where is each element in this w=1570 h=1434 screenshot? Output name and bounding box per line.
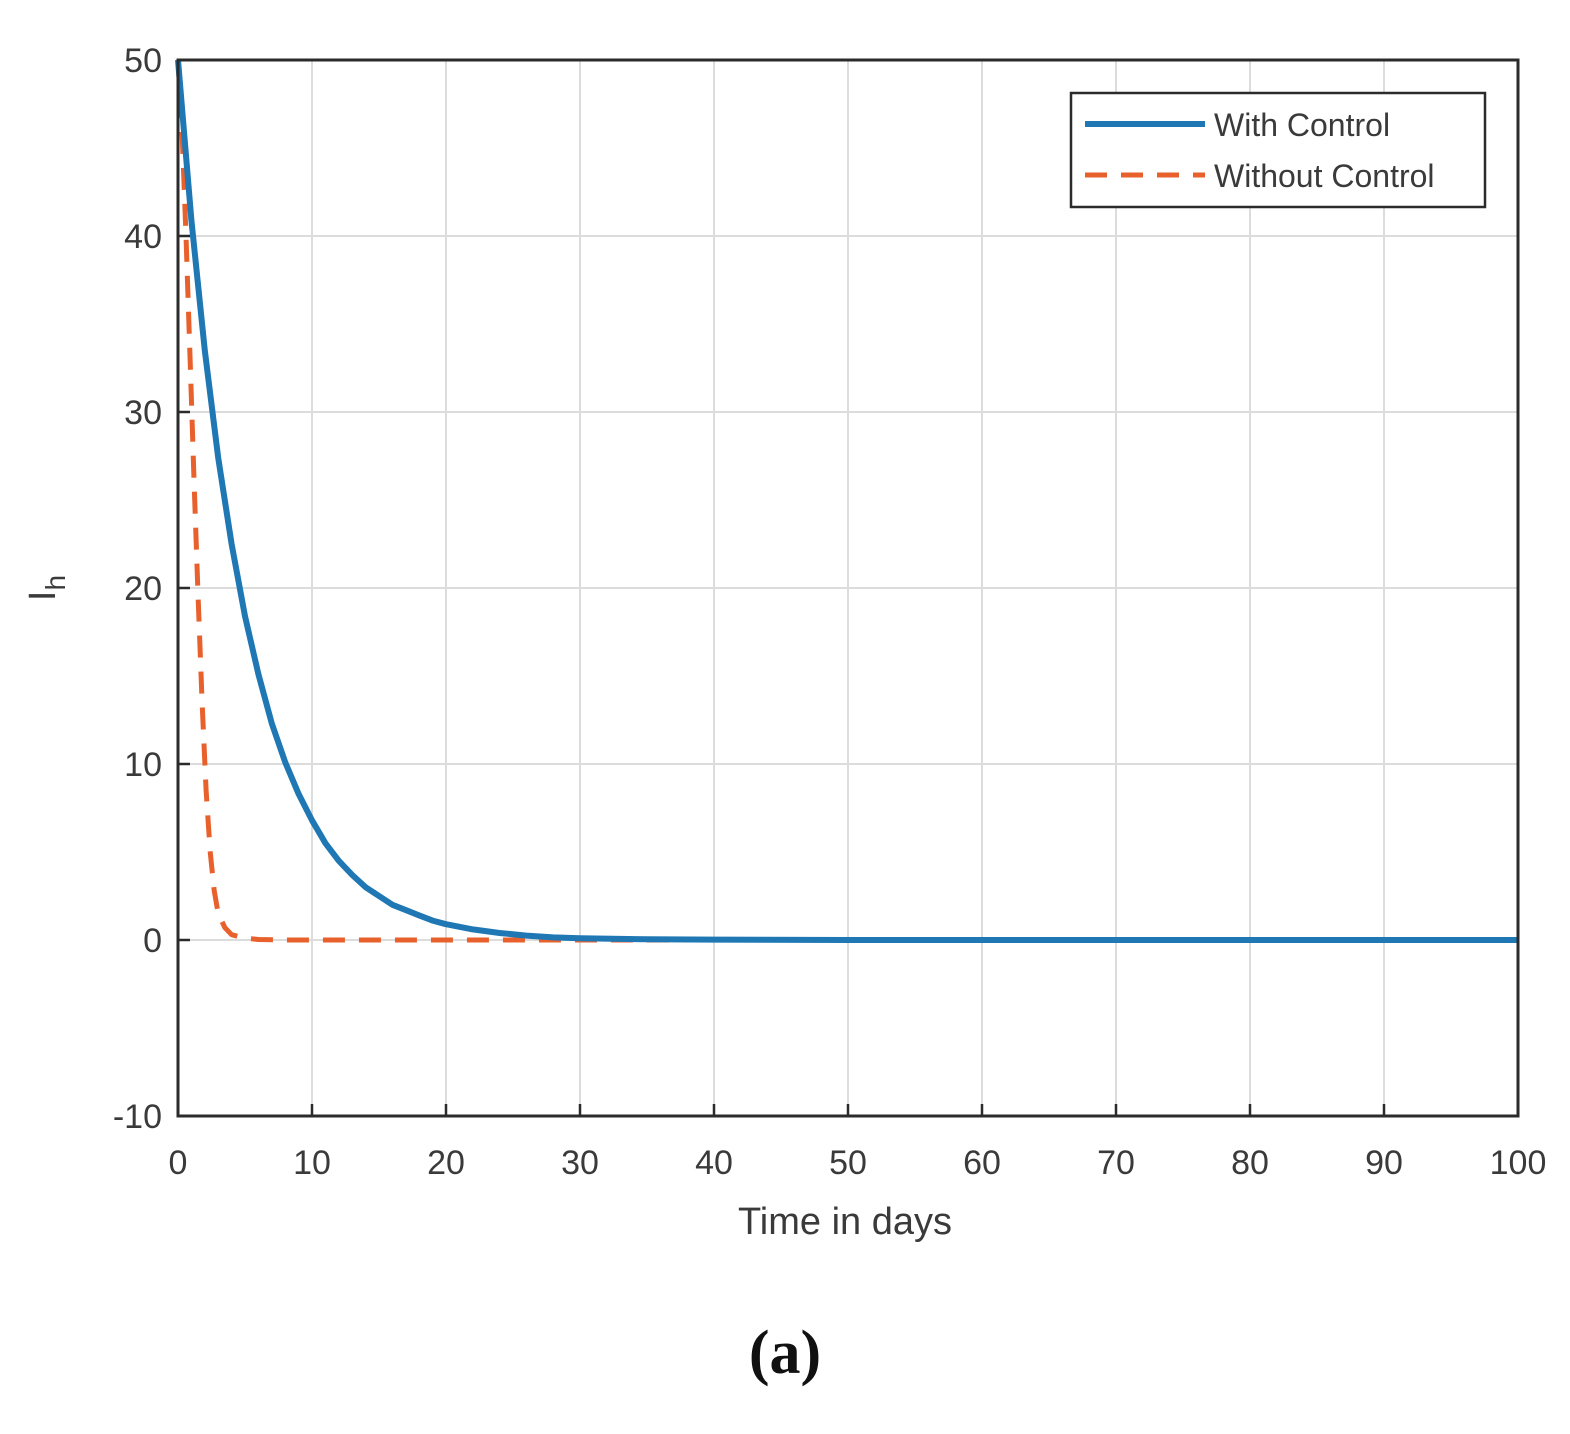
x-tick-labels: 0 10 20 30 40 50 60 70 80 90 100	[169, 1144, 1547, 1182]
x-tick-label: 100	[1490, 1144, 1547, 1182]
series-line-with-control	[175, 59, 1518, 943]
legend: With Control Without Control	[1069, 91, 1487, 209]
y-axis-label-subscript: h	[40, 575, 71, 591]
y-tick-labels: -10 0 10 20 30 40 50	[113, 42, 162, 1136]
y-axis-label: Ih	[22, 575, 71, 601]
x-tick-label: 0	[169, 1144, 188, 1182]
axis-ticks	[176, 58, 1520, 1118]
x-tick-label: 60	[963, 1144, 1001, 1182]
series-lines	[175, 59, 1518, 943]
x-tick-label: 20	[427, 1144, 465, 1182]
x-axis-label: Time in days	[738, 1201, 952, 1243]
y-tick-label: -10	[113, 1098, 162, 1136]
series-line-without-control	[175, 59, 1518, 943]
y-tick-label: 10	[124, 746, 162, 784]
y-tick-label: 0	[143, 922, 162, 960]
x-tick-label: 40	[695, 1144, 733, 1182]
x-tick-label: 10	[293, 1144, 331, 1182]
x-tick-label: 70	[1097, 1144, 1135, 1182]
svg-text:Ih: Ih	[22, 575, 71, 601]
legend-box	[1069, 91, 1487, 209]
legend-label-with-control: With Control	[1214, 107, 1390, 143]
y-tick-label: 30	[124, 394, 162, 432]
x-tick-label: 30	[561, 1144, 599, 1182]
figure-caption: (a)	[748, 1319, 822, 1387]
x-tick-label: 80	[1231, 1144, 1269, 1182]
y-axis-label-main: I	[22, 591, 64, 602]
x-tick-label: 90	[1365, 1144, 1403, 1182]
legend-label-without-control: Without Control	[1214, 158, 1435, 194]
x-tick-label: 50	[829, 1144, 867, 1182]
y-tick-label: 50	[124, 42, 162, 80]
y-tick-label: 20	[124, 570, 162, 608]
y-tick-label: 40	[124, 218, 162, 256]
